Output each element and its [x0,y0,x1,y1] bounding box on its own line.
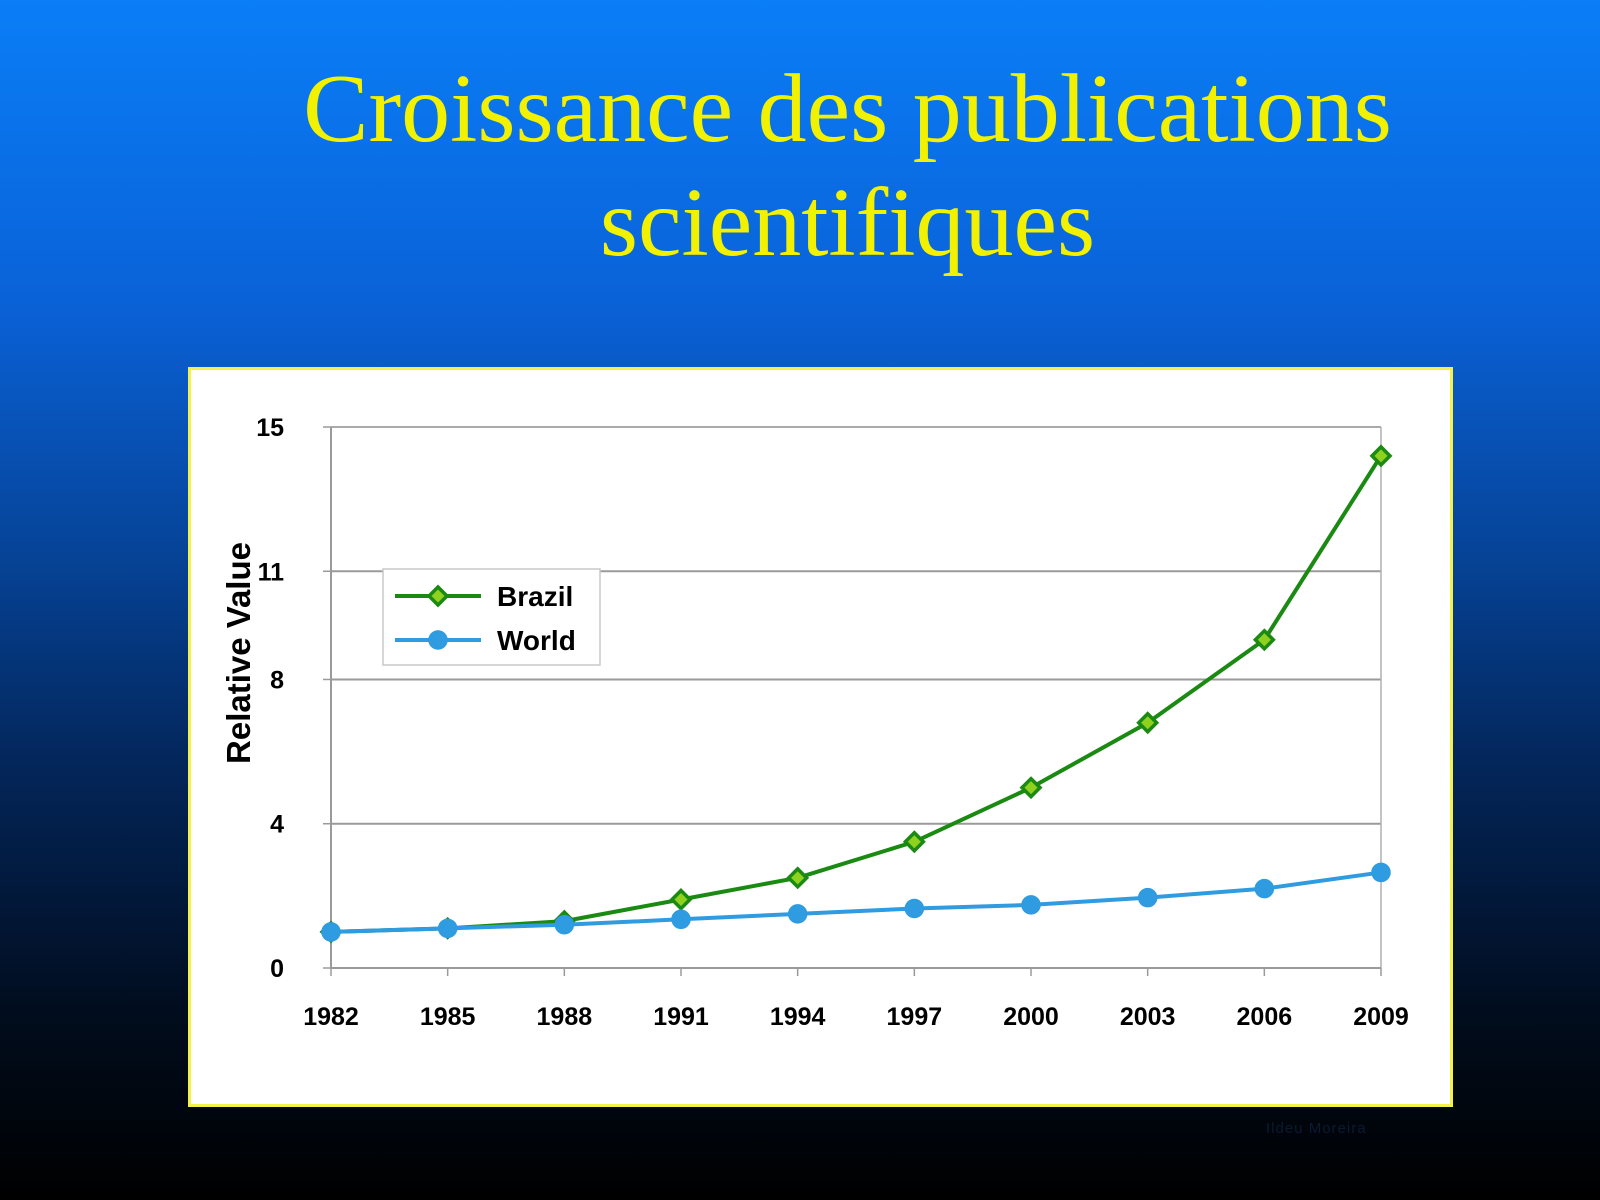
data-point-brazil [1136,711,1160,735]
series-line-world [330,870,1382,934]
data-point-world [1371,862,1391,883]
data-point-world [1254,878,1275,899]
data-point-brazil [669,887,693,911]
data-point-world [1021,895,1041,915]
y-tick-label: 0 [270,955,284,983]
data-point-world [904,898,925,919]
data-point-world [321,922,341,942]
x-tick-label: 1991 [653,1003,709,1031]
watermark-credit: Ildeu Moreira [1266,1120,1367,1137]
x-tick-label: 1988 [537,1003,593,1031]
y-tick-label: 11 [258,558,285,586]
slide-title: Croissance des publications scientifique… [0,52,1600,280]
x-tick-label: 1985 [420,1003,476,1031]
x-tick-label: 2009 [1353,1003,1409,1031]
legend-box [382,568,601,666]
x-tick-label: 2000 [1003,1003,1059,1031]
data-point-world [437,918,458,939]
legend: Brazil World [382,568,601,666]
data-point-world [1137,887,1158,908]
x-tick-label: 1994 [770,1003,826,1031]
y-tick-labels: 0 4 8 11 15 [256,414,284,983]
data-point-brazil [902,830,926,854]
legend-item-world: World [395,625,576,656]
legend-item-brazil: Brazil [395,581,573,612]
x-tick-label: 2003 [1120,1003,1176,1031]
slide-title-line-1: Croissance des publications [303,55,1392,163]
axes [323,426,1382,976]
series [319,444,1393,944]
y-tick-label: 4 [270,811,284,839]
data-point-brazil [1252,628,1276,652]
data-point-world [671,909,691,930]
gridlines [331,426,1382,968]
y-axis-title: Relative Value [220,542,257,764]
data-point-brazil [786,866,810,890]
x-tick-label: 2006 [1237,1003,1293,1031]
legend-swatch-marker [426,584,450,608]
series-world [321,862,1391,942]
legend-label: Brazil [497,581,573,612]
x-tick-labels: 1982 1985 1988 1991 1994 1997 2000 2003 2006 2009 [303,1003,1409,1031]
series-line-brazil [330,454,1383,934]
legend-label: World [497,625,576,656]
data-point-brazil [1369,444,1393,468]
y-tick-label: 8 [270,666,284,694]
line-chart: 0 4 8 11 15 1982 1985 1988 1991 1994 1997 2000 2003… [220,414,1409,1031]
chart-frame: 0 4 8 11 15 1982 1985 1988 1991 1994 1997 2000 2003… [188,367,1453,1107]
data-point-brazil [1019,776,1043,800]
series-brazil [319,444,1393,944]
y-tick-label: 15 [256,414,284,442]
x-tick-label: 1982 [303,1003,359,1031]
data-point-world [787,904,808,924]
slide-title-line-2: scientifiques [599,169,1096,277]
x-tick-label: 1997 [887,1003,943,1031]
legend-swatch-marker [428,630,448,650]
data-point-world [554,914,575,935]
